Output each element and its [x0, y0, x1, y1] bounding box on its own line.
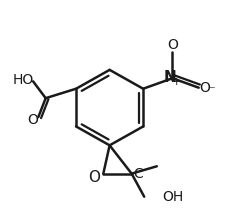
Text: ⁻: ⁻: [209, 84, 215, 97]
Text: O: O: [28, 113, 38, 127]
Text: O: O: [88, 170, 100, 185]
Text: C: C: [133, 167, 143, 181]
Text: HO: HO: [13, 73, 34, 87]
Text: N: N: [164, 70, 176, 85]
Text: +: +: [172, 77, 181, 87]
Text: OH: OH: [162, 190, 183, 204]
Text: O: O: [167, 38, 178, 52]
Text: O: O: [200, 81, 211, 95]
